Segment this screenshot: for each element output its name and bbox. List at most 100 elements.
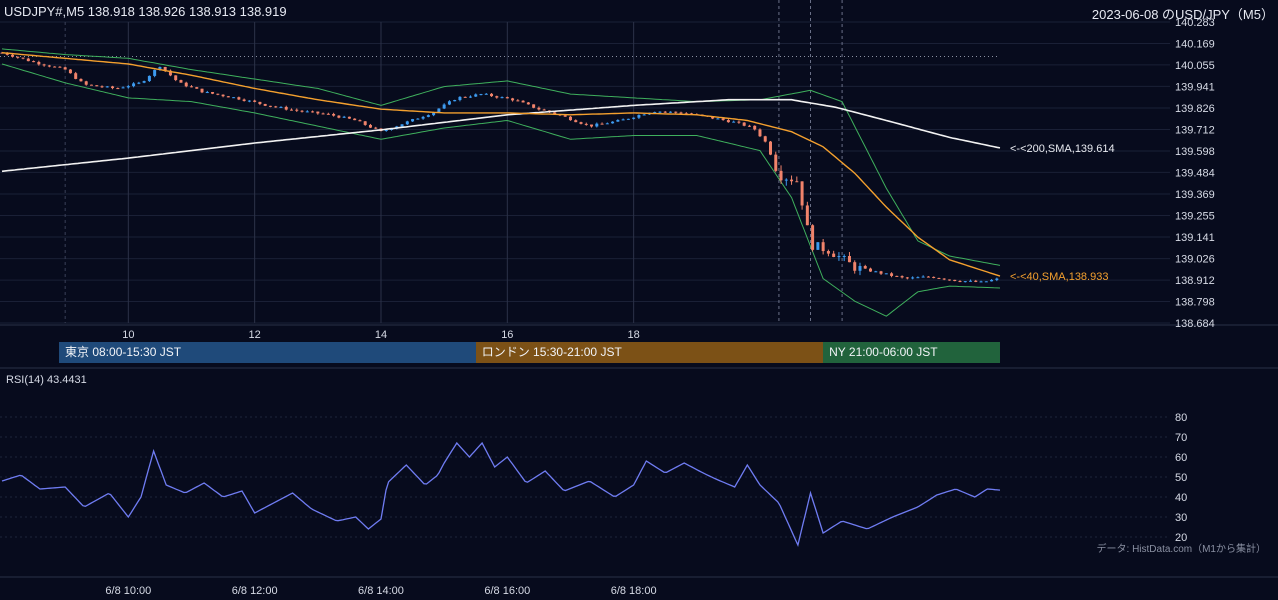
- rsi-tick-label: 70: [1175, 432, 1187, 444]
- candle-body: [84, 81, 88, 85]
- candle-body: [863, 266, 867, 269]
- candle-body: [874, 271, 878, 273]
- candle-body: [337, 115, 341, 118]
- candle-body: [79, 78, 83, 82]
- sma200-line: [1, 98, 1001, 173]
- candle-body: [642, 114, 646, 116]
- time-tick-label: 10: [122, 329, 134, 341]
- time-tick-label: 14: [375, 329, 387, 341]
- candle-body: [353, 118, 357, 121]
- candle-body: [221, 94, 225, 97]
- candle-body: [742, 122, 746, 126]
- bottom-time-tick-label: 6/8 18:00: [611, 585, 657, 597]
- candle-body: [553, 112, 557, 115]
- candle-body: [447, 101, 451, 105]
- candle-body: [905, 277, 909, 279]
- candle-body: [174, 75, 178, 81]
- candle-body: [89, 84, 93, 86]
- rsi-grid: [0, 416, 1170, 538]
- price-tick-label: 140.283: [1175, 17, 1215, 29]
- candle-body: [995, 278, 999, 280]
- sma200-label: <-<200,SMA,139.614: [1010, 143, 1115, 155]
- candle-body: [611, 121, 615, 124]
- candle-body: [690, 113, 694, 115]
- candle-body: [116, 88, 120, 90]
- candle-body: [847, 255, 851, 263]
- time-tick-label: 18: [628, 329, 640, 341]
- candle-body: [942, 278, 946, 280]
- bollinger-upper: [1, 48, 1001, 266]
- candle-body: [363, 121, 367, 125]
- candle-body: [284, 106, 288, 110]
- candle-body: [437, 108, 441, 113]
- bottom-time-tick-label: 6/8 16:00: [484, 585, 530, 597]
- candle-body: [421, 116, 425, 119]
- bollinger-bands: [1, 48, 1001, 317]
- candle-body: [916, 277, 920, 279]
- candle-body: [579, 122, 583, 124]
- candle-body: [621, 119, 625, 121]
- rsi-tick-label: 80: [1175, 412, 1187, 424]
- candle-body: [416, 118, 420, 120]
- candle-body: [42, 64, 46, 66]
- bollinger-lower: [1, 63, 1001, 317]
- candle-body: [321, 113, 325, 115]
- candle-body: [458, 96, 462, 101]
- time-axis-bottom: 6/8 10:00 6/8 12:00 6/8 14:00 6/8 16:00 6/8 …: [105, 585, 656, 597]
- rsi-title: RSI(14) 43.4431: [6, 374, 87, 386]
- candle-body: [990, 279, 994, 282]
- candle-body: [137, 82, 141, 84]
- candle-body: [453, 100, 457, 102]
- candle-body: [600, 123, 604, 125]
- candle-body: [479, 94, 483, 96]
- candle-body: [911, 277, 915, 279]
- candle-body: [563, 115, 567, 117]
- candle-body: [953, 279, 957, 282]
- candle-body: [432, 112, 436, 116]
- candle-body: [58, 66, 62, 68]
- candle-body: [726, 120, 730, 123]
- candle-body: [326, 113, 330, 115]
- candle-body: [779, 170, 783, 181]
- price-tick-label: 139.026: [1175, 254, 1215, 266]
- candle-body: [463, 96, 467, 98]
- candle-body: [763, 136, 767, 142]
- candle-body: [168, 70, 172, 76]
- candle-body: [247, 100, 251, 102]
- candle-body: [347, 116, 351, 119]
- main-grid: [0, 21, 1278, 578]
- candle-body: [374, 127, 378, 129]
- rsi-line: [1, 441, 1001, 547]
- candle-body: [400, 124, 404, 127]
- candle-body: [711, 116, 715, 119]
- rsi-tick-label: 40: [1175, 492, 1187, 504]
- candle-body: [516, 100, 520, 102]
- candle-body: [158, 66, 162, 71]
- candle-body: [716, 118, 720, 120]
- candle-body: [316, 111, 320, 114]
- candle-body: [632, 117, 636, 119]
- main-vertical-lines: [64, 0, 843, 323]
- candle-body: [295, 109, 299, 111]
- candle-body: [63, 67, 67, 70]
- session-ny: NY 21:00-06:00 JST: [823, 342, 1000, 363]
- candle-body: [826, 251, 830, 254]
- candle-body: [832, 253, 836, 257]
- price-tick-label: 139.941: [1175, 81, 1215, 93]
- candle-body: [490, 93, 494, 97]
- candle-body: [658, 111, 662, 113]
- candle-body: [663, 111, 667, 113]
- candle-body: [184, 82, 188, 87]
- candle-body: [100, 86, 104, 88]
- candle-body: [900, 276, 904, 278]
- candle-body: [721, 118, 725, 121]
- candle-body: [984, 281, 988, 283]
- candle-body: [368, 124, 372, 128]
- chart-title: 2023-06-08 のUSD/JPY（M5）: [1091, 7, 1274, 22]
- candle-body: [142, 81, 146, 83]
- session-tokyo: 東京 08:00-15:30 JST: [59, 342, 476, 363]
- sma40-label: <-<40,SMA,138.933: [1010, 271, 1108, 283]
- candle-body: [816, 242, 820, 250]
- candle-body: [963, 281, 967, 283]
- candle-body: [853, 262, 857, 271]
